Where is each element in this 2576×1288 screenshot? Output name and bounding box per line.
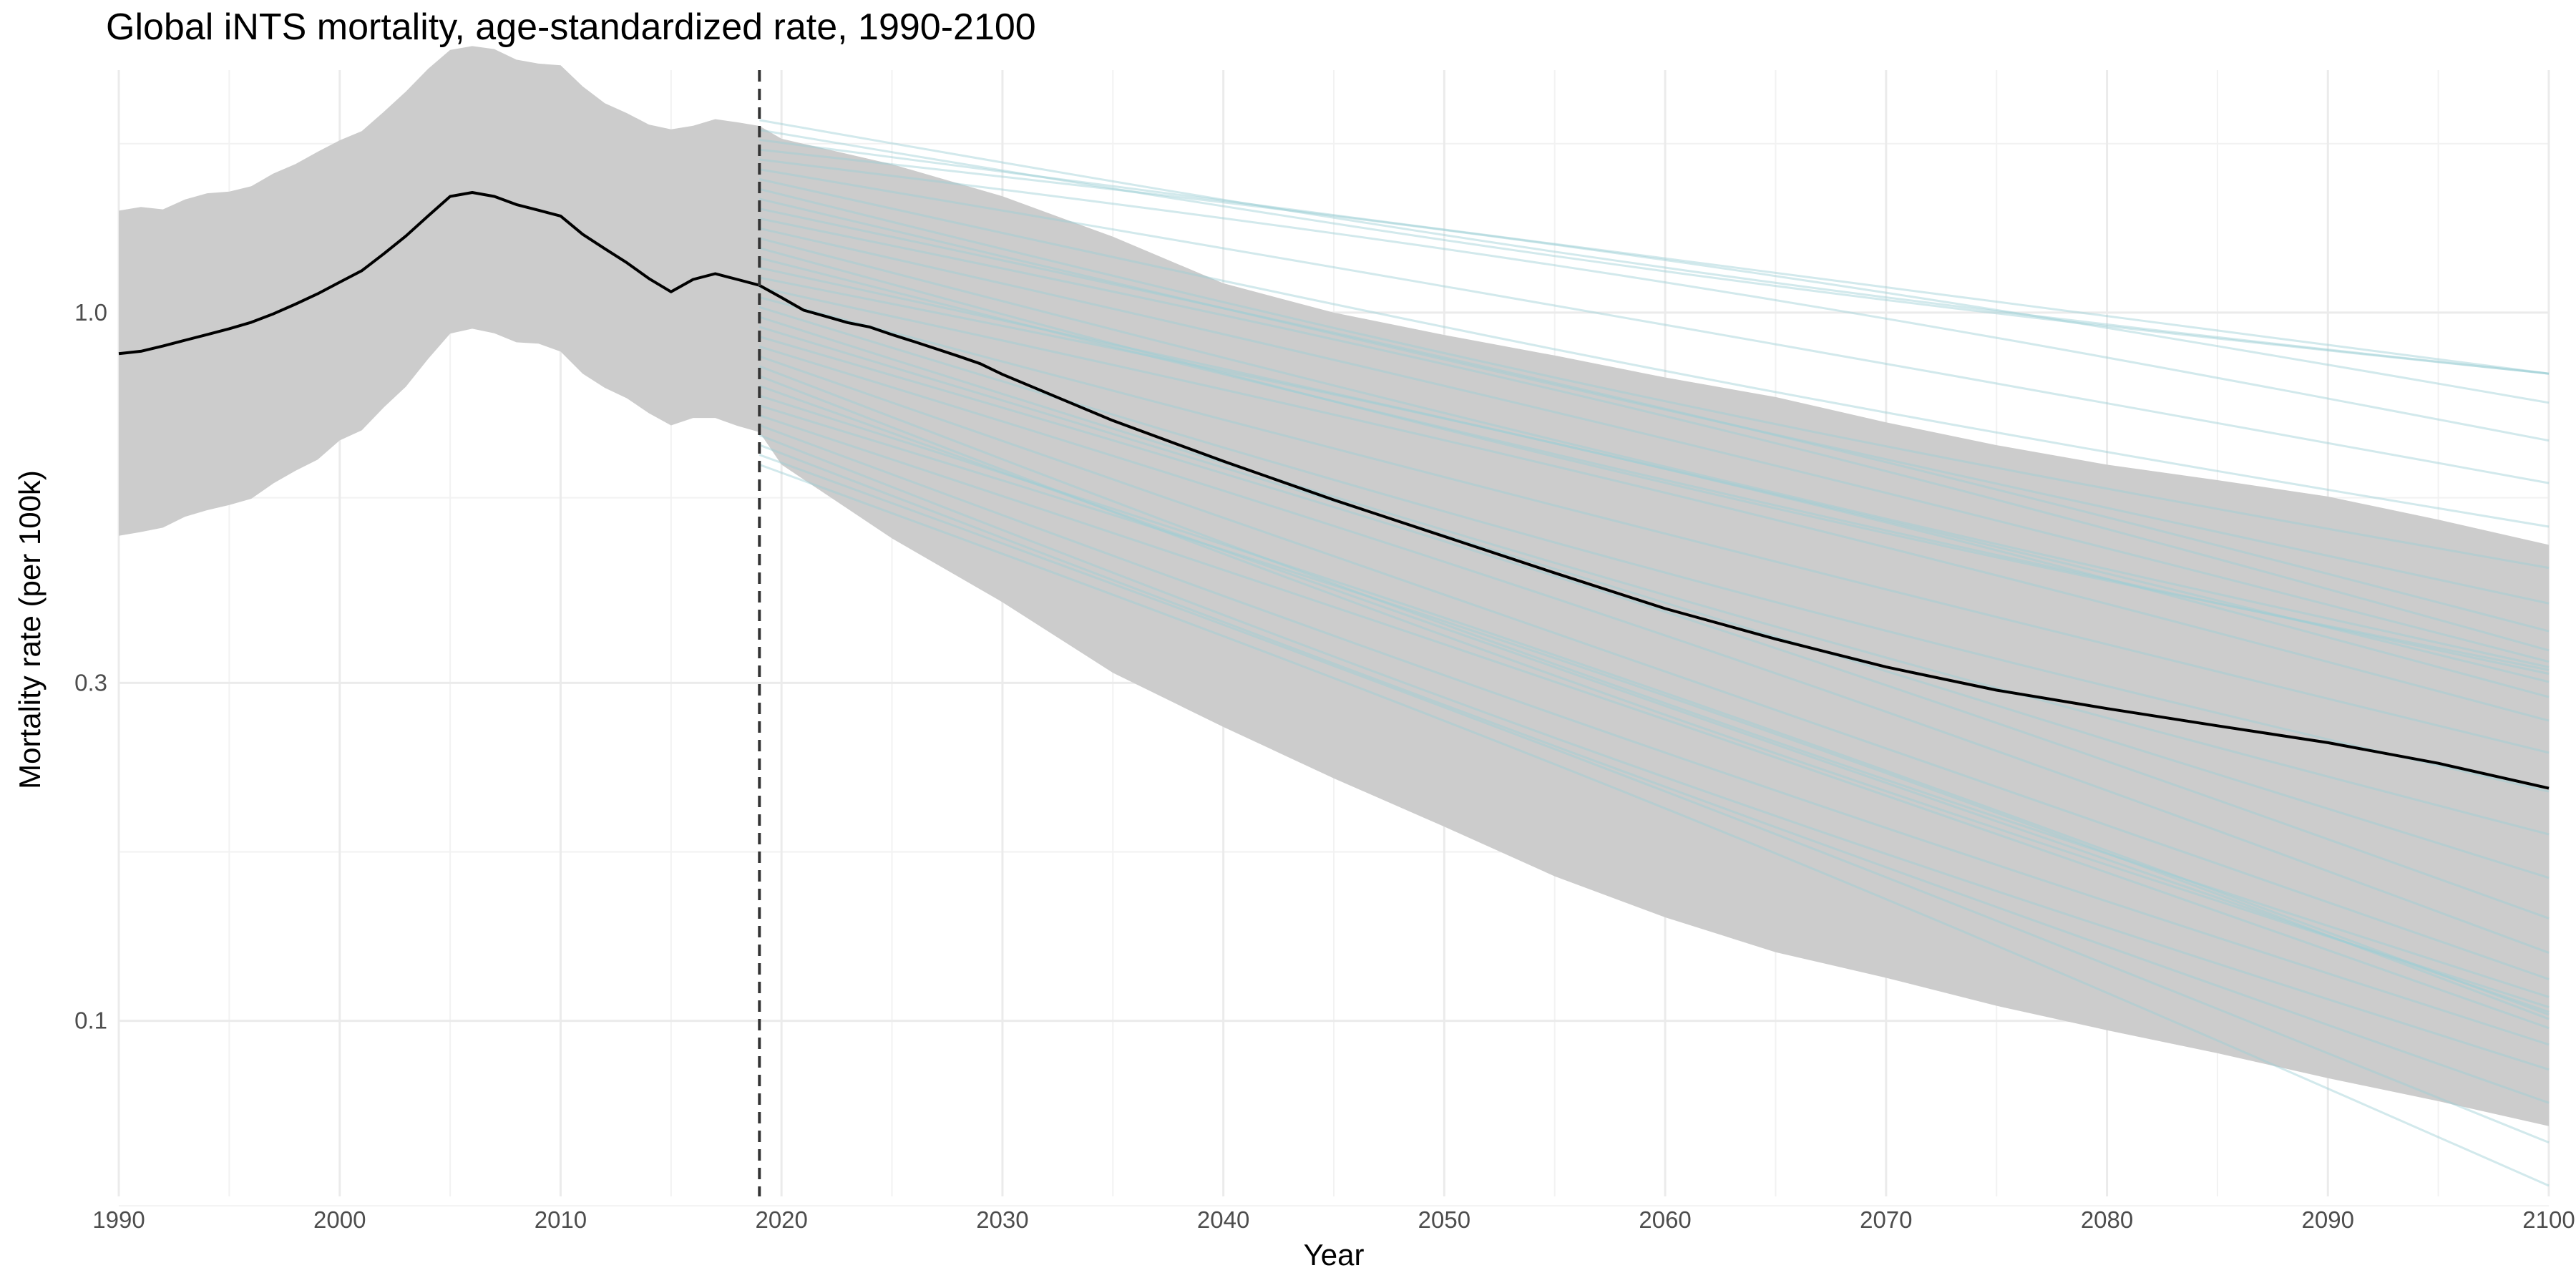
draw-line	[758, 187, 2550, 570]
draw-line	[758, 316, 2550, 836]
x-tick-label: 2070	[1860, 1206, 1912, 1233]
uncertainty-band	[119, 46, 2549, 1126]
draw-lines-layer	[758, 119, 2550, 1187]
draw-line	[758, 394, 2550, 1016]
x-tick-label: 2040	[1197, 1206, 1249, 1233]
draw-line	[758, 177, 2550, 528]
draw-line	[758, 365, 2550, 998]
x-tick-label: 2090	[2302, 1206, 2354, 1233]
x-tick-label: 1990	[92, 1206, 145, 1233]
draw-line	[758, 208, 2550, 633]
uncertainty-band-layer	[119, 46, 2549, 1126]
mean-line	[118, 191, 2550, 790]
draw-line	[758, 444, 2550, 1104]
draw-line	[758, 266, 2550, 683]
draw-line	[758, 414, 2550, 1030]
draw-line	[759, 276, 2550, 698]
y-tick-label: 0.3	[74, 669, 107, 696]
draw-line	[758, 336, 2550, 919]
mean-line-layer	[118, 191, 2550, 790]
draw-line	[758, 384, 2550, 1013]
draw-line	[758, 345, 2550, 954]
draw-line	[759, 129, 2550, 375]
draw-line	[758, 296, 2550, 754]
x-tick-label: 2030	[976, 1206, 1028, 1233]
draw-line	[758, 326, 2550, 879]
draw-line	[758, 434, 2550, 1071]
draw-line	[758, 454, 2550, 1143]
draw-line	[759, 148, 2550, 404]
x-tick-label: 2100	[2522, 1206, 2575, 1233]
y-axis-title: Mortality rate (per 100k)	[13, 470, 47, 789]
y-tick-label: 1.0	[74, 299, 107, 326]
x-tick-label: 2060	[1639, 1206, 1691, 1233]
draw-line	[758, 247, 2550, 671]
chart-title: Global iNTS mortality, age-standardized …	[106, 6, 1036, 48]
draw-line	[758, 227, 2550, 663]
y-tick-labels: 0.1 0.3 1.0	[74, 299, 107, 1034]
draw-line	[758, 197, 2550, 605]
draw-line	[758, 217, 2550, 652]
draw-line	[758, 237, 2550, 668]
draw-line	[758, 257, 2550, 675]
draw-line	[759, 138, 2550, 375]
y-tick-label: 0.1	[74, 1008, 107, 1034]
draw-line	[758, 424, 2550, 1046]
draw-line	[758, 463, 2550, 1187]
x-tick-label: 2020	[755, 1206, 807, 1233]
draw-line	[759, 119, 2550, 375]
x-tick-label: 2010	[535, 1206, 587, 1233]
x-tick-label: 2080	[2081, 1206, 2133, 1233]
draw-line	[759, 158, 2550, 442]
x-tick-label: 2050	[1418, 1206, 1470, 1233]
draw-line	[758, 404, 2550, 1020]
x-axis-title: Year	[1304, 1238, 1365, 1272]
draw-line	[758, 375, 2550, 1008]
draw-line	[758, 355, 2550, 980]
draw-line	[759, 168, 2550, 484]
draw-line	[758, 286, 2550, 722]
x-tick-label: 2000	[313, 1206, 366, 1233]
x-tick-labels: 1990 2000 2010 2020 2030 2040 2050 2060 2070 2080…	[92, 1206, 2575, 1233]
